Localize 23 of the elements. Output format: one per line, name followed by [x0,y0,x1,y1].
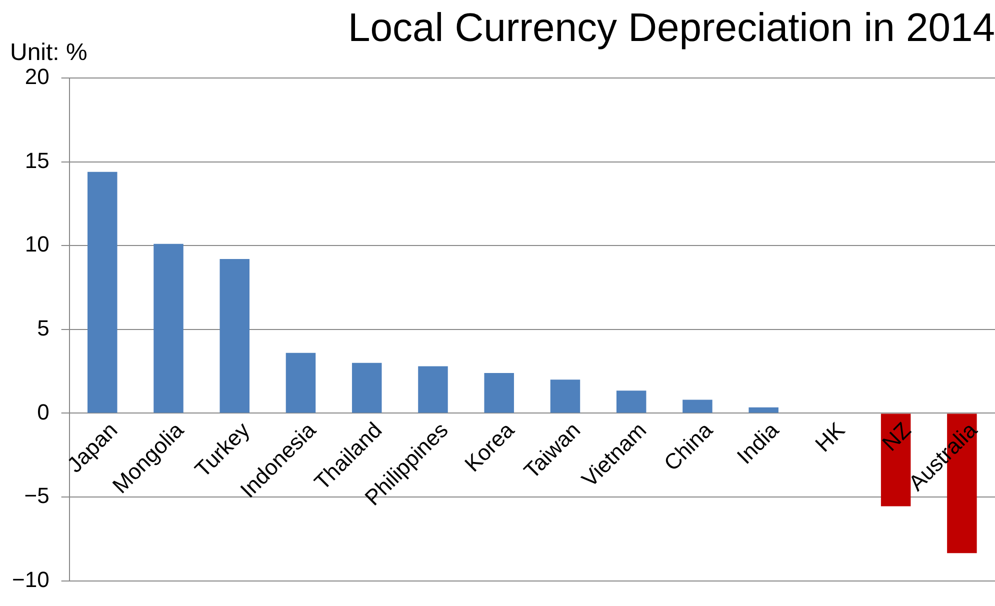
y-tick-label: −10 [12,566,50,592]
x-tick-label: NZ [877,417,916,456]
bar [880,414,911,506]
bar [484,372,514,413]
x-tick-label: HK [810,417,850,457]
bar [352,362,382,413]
chart-title: Local Currency Depreciation in 2014 [348,6,995,50]
bar [88,172,118,413]
y-tick-label: 0 [37,399,50,424]
bar [220,259,250,413]
y-axis-title: Unit: % [10,39,88,66]
y-tick-label: 5 [37,315,50,340]
bar [286,352,316,413]
bar [682,400,712,413]
bar [616,390,646,413]
bar [550,380,580,413]
y-tick-label: 15 [24,148,50,173]
y-tick-label: 10 [24,232,50,257]
bar [418,366,448,413]
y-tick-label: 20 [24,64,50,90]
bar [154,244,184,413]
bar [748,407,778,413]
y-tick-label: −5 [24,483,50,508]
